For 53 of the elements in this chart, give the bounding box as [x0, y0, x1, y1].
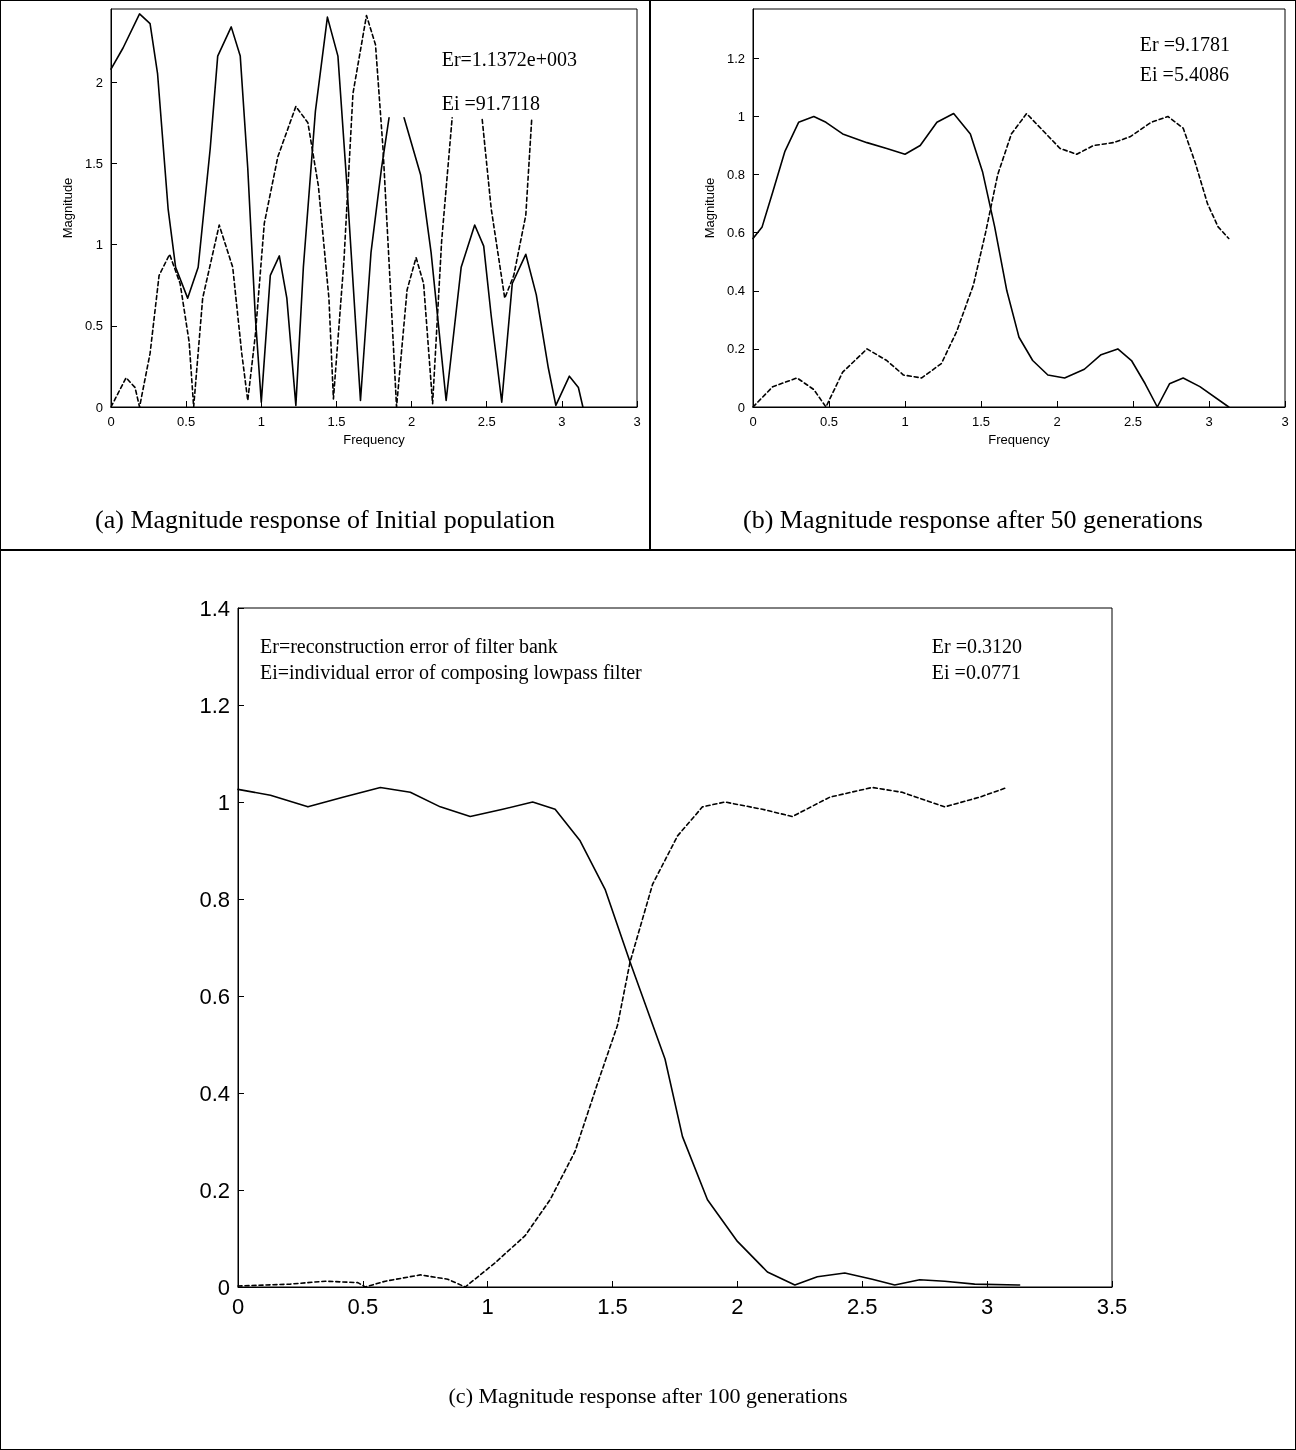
x-tick-label: 3: [633, 414, 641, 429]
y-tick-label: 2: [95, 74, 103, 90]
annotation: Er=reconstruction error of filter bank Ei=individual error of composing lowpass filter: [260, 635, 643, 684]
x-tick-label: 2: [1053, 414, 1061, 429]
x-tick-label: 2.5: [477, 414, 496, 429]
x-tick-label: 0.5: [819, 414, 839, 429]
text: (c) Magnitude response after 100 generations: [448, 1382, 848, 1408]
annotation: Er =0.3120 Ei =0.0771: [931, 635, 1022, 683]
x-tick-label: 2: [407, 414, 416, 429]
y-tick-label: 1: [217, 789, 230, 815]
x-tick-label: 2.5: [846, 1293, 878, 1319]
x-tick-label: 3.5: [1096, 1293, 1128, 1319]
y-axis-title: Magnitude: [702, 177, 718, 239]
x-tick-label: 1.5: [327, 414, 346, 429]
x-tick-label: 1.5: [971, 414, 991, 429]
x-tick-label: 1.5: [597, 1293, 628, 1319]
x-tick-label: 3: [558, 414, 566, 429]
x-tick-label: 0.5: [177, 414, 196, 429]
y-tick-label: 1.5: [84, 155, 103, 171]
text: (a) Magnitude response of Initial population: [95, 504, 555, 534]
y-tick-label: 0.4: [726, 283, 745, 299]
x-tick-label: 0: [107, 414, 115, 429]
y-tick-label: 1: [737, 108, 745, 124]
x-tick-label: 1: [481, 1293, 494, 1319]
x-tick-label: 1: [901, 414, 909, 429]
y-tick-label: 1: [95, 237, 103, 253]
y-tick-label: 0.8: [726, 167, 745, 183]
x-tick-label: 2.5: [1123, 414, 1143, 429]
y-tick-label: 0: [737, 399, 745, 415]
y-tick-label: 0.6: [199, 983, 230, 1009]
y-tick-label: 0.4: [199, 1080, 230, 1106]
x-axis-title: Frequency: [988, 431, 1051, 447]
x-tick-label: 0.5: [347, 1293, 379, 1319]
y-tick-label: 0: [95, 399, 103, 415]
y-tick-label: 0.2: [199, 1177, 230, 1203]
y-tick-label: 0.2: [726, 341, 745, 357]
x-axis-title: Frequency: [343, 431, 406, 447]
y-axis-title: Magnitude: [60, 177, 76, 239]
annotation: Er=1.1372e+003 Ei =91.7118: [441, 48, 577, 114]
y-tick-label: 1.2: [199, 692, 230, 718]
y-tick-label: 1.4: [199, 595, 230, 621]
annotation: Er =9.1781 Ei =5.4086: [1139, 33, 1230, 85]
x-tick-label: 3: [981, 1293, 994, 1319]
x-tick-label: 0: [749, 414, 757, 429]
y-tick-label: 0: [217, 1274, 230, 1300]
x-tick-label: 3: [1205, 414, 1213, 429]
y-tick-label: 0.8: [199, 886, 230, 912]
x-tick-label: 1: [257, 414, 265, 429]
text: (b) Magnitude response after 50 generations: [743, 504, 1203, 534]
y-tick-label: 1.2: [726, 50, 745, 66]
y-tick-label: 0.5: [84, 318, 103, 334]
x-tick-label: 3: [1281, 414, 1289, 429]
y-tick-label: 0.6: [726, 225, 745, 241]
